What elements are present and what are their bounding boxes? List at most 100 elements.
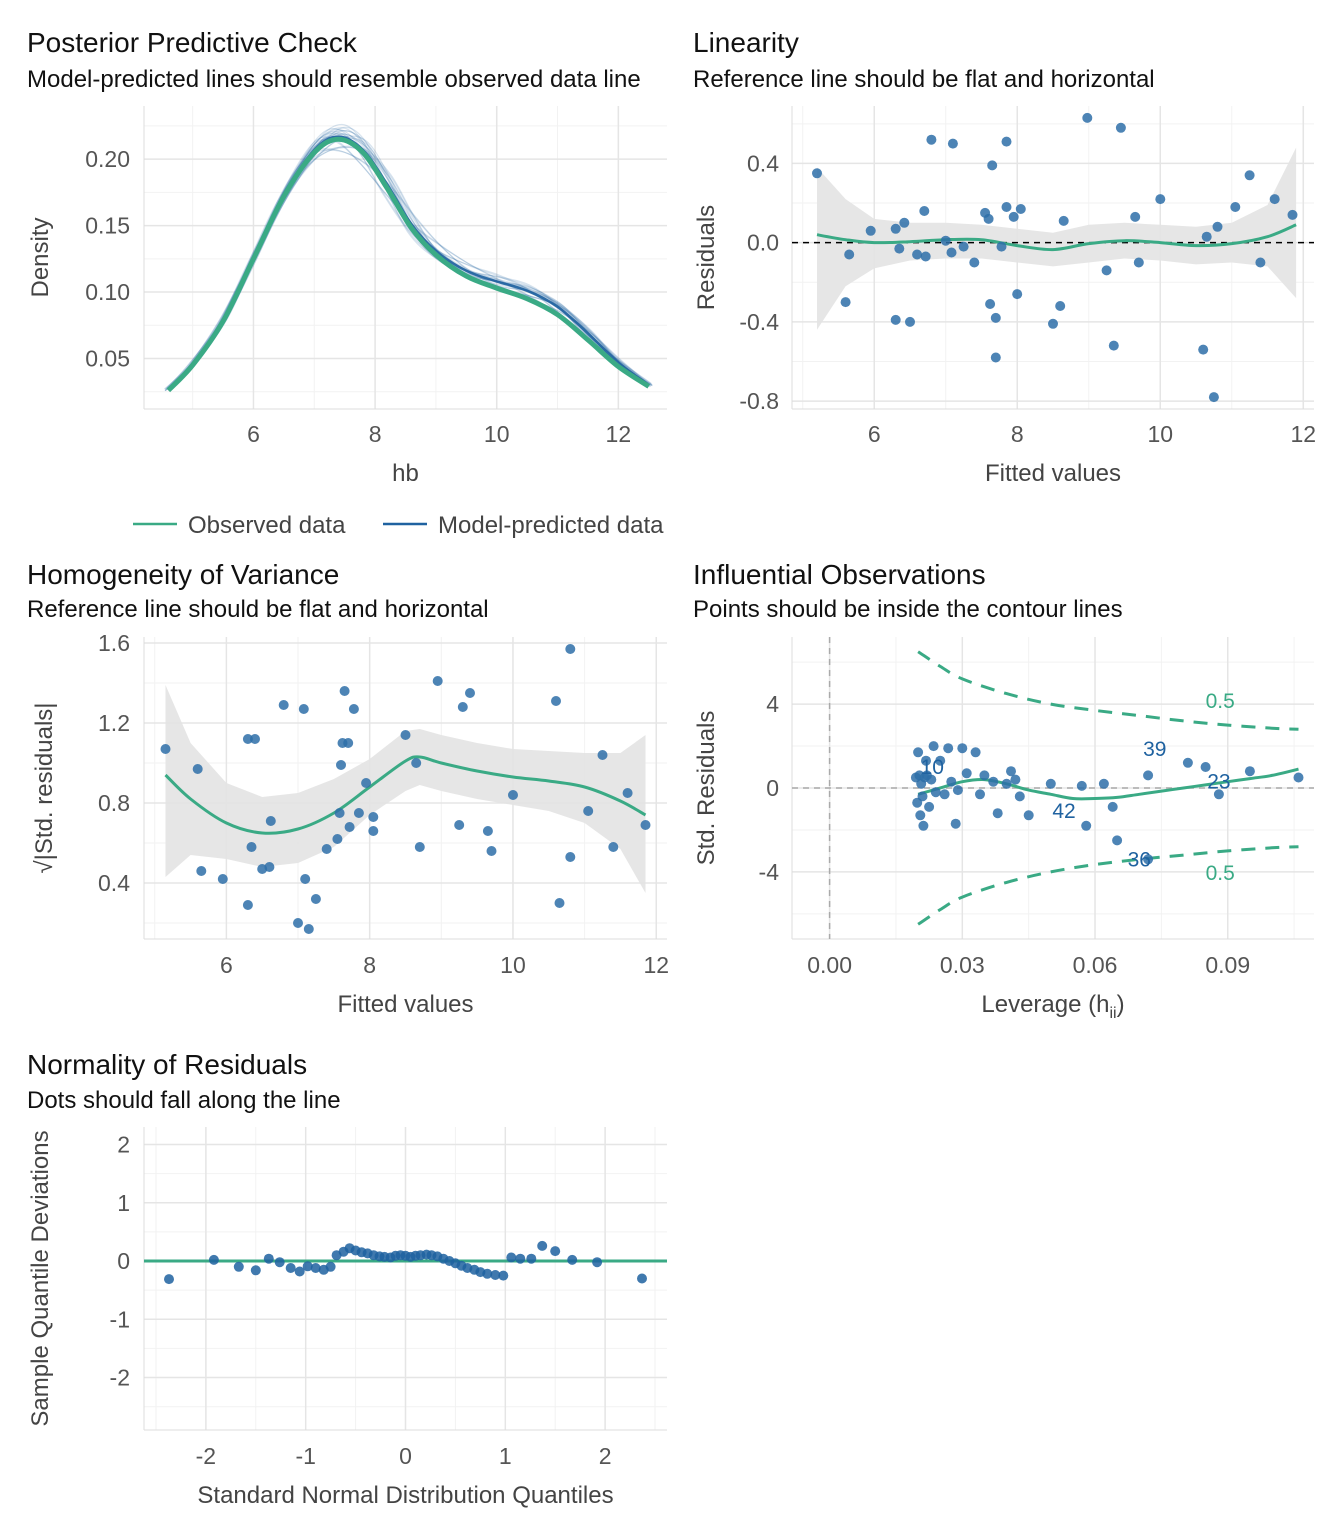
data-point (515, 1253, 526, 1264)
data-point (890, 314, 901, 325)
y-axis-title: Sample Quantile Deviations (27, 1130, 54, 1426)
data-point (457, 702, 468, 712)
y-tick-label: 0.05 (85, 346, 130, 372)
data-point (946, 247, 957, 258)
y-tick-label: -1 (110, 1306, 130, 1332)
contour-label: 0.5 (1206, 862, 1235, 885)
data-point (353, 808, 364, 818)
x-tick-label: 10 (1147, 421, 1173, 447)
predicted-replicate-line (166, 135, 647, 389)
y-tick-label: 0.0 (747, 230, 779, 256)
data-point (961, 768, 972, 779)
data-point (278, 700, 289, 710)
data-point (334, 808, 345, 818)
data-point (265, 816, 276, 826)
data-point (1001, 136, 1012, 147)
data-point (454, 820, 465, 830)
data-point (274, 1257, 285, 1268)
x-tick-label: 0 (399, 1443, 412, 1469)
data-point (400, 730, 411, 740)
data-point (208, 1254, 219, 1265)
data-point (551, 696, 561, 706)
data-point (321, 844, 332, 854)
data-point (550, 1246, 561, 1257)
data-point (983, 213, 994, 224)
x-axis-title: hb (392, 460, 419, 487)
x-tick-label: -2 (196, 1443, 216, 1469)
data-point (1155, 194, 1166, 205)
chart-subtitle: Reference line should be flat and horizo… (693, 66, 1155, 93)
data-point (506, 1252, 517, 1263)
data-point (812, 168, 822, 179)
chart-subtitle: Model-predicted lines should resemble ob… (27, 66, 641, 93)
data-point (1213, 789, 1224, 800)
data-point (1269, 194, 1280, 205)
data-point (947, 138, 958, 149)
x-axis-title-subscript: ii (1109, 1005, 1116, 1022)
data-point (992, 808, 1003, 819)
data-point (1201, 231, 1212, 242)
contour-label: 0.5 (1206, 690, 1235, 713)
data-point (482, 826, 493, 836)
data-point (1143, 770, 1154, 781)
data-point (1001, 202, 1012, 212)
data-point (465, 688, 475, 698)
data-point (608, 842, 619, 852)
y-tick-label: 0.20 (85, 146, 130, 172)
data-point (917, 791, 928, 802)
data-point (554, 898, 565, 908)
data-point (1208, 392, 1219, 403)
x-tick-label: 2 (599, 1443, 612, 1469)
data-point (490, 1270, 501, 1280)
x-tick-label: 8 (369, 421, 382, 447)
data-point (919, 206, 930, 216)
data-point (979, 770, 990, 781)
y-tick-label: 2 (117, 1131, 130, 1157)
predicted-replicate-line (171, 123, 650, 389)
x-tick-label: 8 (1011, 421, 1024, 447)
data-point (217, 874, 228, 884)
data-point (1010, 774, 1021, 785)
data-point (565, 644, 576, 654)
data-point (285, 1263, 296, 1273)
x-tick-label: 12 (643, 952, 669, 978)
data-point (1058, 215, 1069, 226)
data-point (1244, 766, 1255, 777)
x-tick-label: 10 (500, 952, 526, 978)
data-point (250, 1265, 261, 1276)
chart-subtitle: Reference line should be flat and horizo… (27, 596, 489, 623)
smooth-line (164, 755, 647, 835)
data-point (1133, 257, 1144, 268)
data-point (926, 134, 937, 145)
predicted-replicate-line (164, 136, 652, 392)
y-tick-label: 0 (117, 1248, 130, 1274)
data-point (943, 743, 954, 754)
data-point (592, 1257, 603, 1268)
panel-homogeneity-of-variance: Homogeneity of Variance Reference line s… (27, 559, 669, 1018)
data-point (263, 1253, 274, 1264)
data-point (1115, 122, 1126, 133)
x-tick-label: 6 (247, 421, 260, 447)
predicted-replicate-line (169, 133, 652, 389)
data-point (1212, 221, 1223, 232)
data-point (990, 312, 1001, 323)
data-point (918, 820, 929, 831)
x-tick-label: 1 (499, 1443, 512, 1469)
chart-title: Influential Observations (693, 559, 986, 590)
data-point (300, 874, 311, 884)
legend-observed-label: Observed data (188, 512, 346, 539)
data-point (246, 842, 257, 852)
data-point (1198, 344, 1209, 355)
data-point (1230, 202, 1241, 212)
x-tick-label: 12 (606, 421, 632, 447)
predicted-replicate-line (168, 131, 653, 391)
data-point (840, 297, 851, 308)
point-label: 39 (1143, 738, 1166, 761)
data-point (432, 676, 443, 686)
data-point (1006, 766, 1016, 777)
data-point (537, 1240, 548, 1251)
data-point (924, 801, 935, 812)
cook-contour-upper (917, 650, 1299, 731)
data-point (939, 789, 950, 800)
y-tick-label: 0.4 (747, 150, 779, 176)
